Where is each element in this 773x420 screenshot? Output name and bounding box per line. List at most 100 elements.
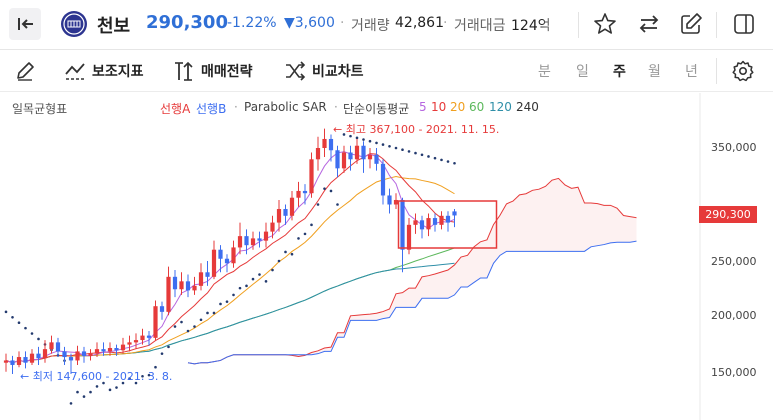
sar-dot: [69, 402, 73, 405]
candle-body: [302, 190, 308, 194]
candle-body: [289, 197, 295, 216]
candle-body: [133, 340, 139, 343]
sar-dot: [199, 318, 203, 322]
candle-body: [211, 249, 217, 277]
candle-body: [335, 150, 340, 169]
sar-dot: [173, 325, 177, 328]
strategy-icon: [175, 61, 193, 81]
sar-dot: [186, 329, 190, 333]
period-minute-tab[interactable]: 분: [538, 64, 551, 80]
legend-leading-a: 선행A: [160, 102, 191, 116]
ma60-line: [5, 247, 455, 364]
draw-tool-button[interactable]: [14, 59, 36, 83]
sar-dot: [206, 311, 209, 315]
candle-body: [341, 152, 347, 169]
star-icon[interactable]: [591, 10, 619, 38]
sar-dot: [440, 158, 443, 162]
candle-body: [452, 211, 457, 216]
sar-dot: [30, 332, 34, 335]
legend-ma240: 240: [516, 100, 539, 114]
sar-dot: [297, 237, 300, 240]
leading-span-b-line: [187, 240, 637, 365]
sar-dot: [160, 352, 164, 355]
price-chart[interactable]: 일목균형표 선행A 선행B · Parabolic SAR · 단순이동평균 5…: [0, 93, 773, 420]
candle-body: [419, 220, 425, 230]
sar-dot: [89, 390, 92, 394]
candle-body: [406, 224, 412, 250]
candle-body: [237, 236, 243, 248]
candle-body: [218, 249, 223, 259]
candle-body: [296, 190, 301, 198]
sar-dot: [271, 268, 274, 272]
candle-body: [75, 351, 80, 361]
sar-dot: [212, 311, 216, 315]
min-annotation-text: 최저 147,600 - 2021. 3. 8.: [32, 370, 173, 383]
candle-body: [179, 281, 184, 290]
legend-dot: ·: [234, 100, 238, 114]
sar-dot: [277, 259, 281, 263]
trading-strategy-button[interactable]: 매매전략: [173, 59, 253, 83]
legend-leading-b: 선행B: [196, 102, 227, 116]
settings-gear-icon[interactable]: [731, 59, 755, 83]
compare-chart-button[interactable]: 비교차트: [284, 59, 364, 83]
ma5-line: [5, 151, 455, 364]
candle-body: [283, 209, 288, 216]
candle-body: [263, 231, 269, 241]
sar-dot: [258, 273, 261, 276]
period-day-tab[interactable]: 일: [576, 64, 589, 80]
legend-ma5: 5: [419, 100, 427, 114]
legend-ma120: 120: [489, 100, 512, 114]
sar-dot: [362, 138, 365, 141]
candle-body: [328, 138, 334, 151]
y-tick-label: 200,000: [711, 309, 757, 322]
edit-icon[interactable]: [677, 10, 705, 38]
sar-dot: [4, 310, 8, 314]
candle-body: [257, 238, 262, 241]
candle-body: [185, 281, 191, 291]
sar-dot: [355, 136, 359, 140]
candle-body: [250, 238, 256, 246]
candle-body: [192, 285, 197, 291]
sar-dot: [414, 151, 417, 155]
header-divider: [716, 12, 717, 38]
candle-body: [153, 306, 158, 338]
sar-dot: [154, 365, 157, 369]
candle-body: [309, 159, 314, 194]
ma20-line: [5, 175, 455, 364]
sar-dot: [251, 277, 255, 281]
y-tick-label: 150,000: [711, 366, 757, 379]
sar-dot: [310, 223, 313, 227]
candle-body: [3, 360, 9, 363]
sar-dot: [108, 388, 112, 392]
sar-dot: [368, 139, 372, 143]
candle-body: [146, 335, 152, 338]
sar-dot: [433, 156, 437, 160]
sar-dot: [323, 187, 326, 190]
sar-dot: [219, 302, 222, 306]
current-price-tag: 290,300: [699, 206, 757, 223]
highlight-box: [397, 200, 498, 249]
sar-dot: [24, 326, 27, 330]
panel-icon[interactable]: [730, 10, 758, 38]
period-month-tab[interactable]: 월: [648, 64, 661, 80]
candle-body: [445, 215, 451, 223]
sar-dot: [303, 232, 307, 236]
candle-body: [120, 344, 126, 351]
company-logo: [61, 11, 87, 37]
swap-icon[interactable]: [635, 10, 663, 38]
candle-body: [322, 138, 327, 148]
sar-dot: [245, 284, 248, 288]
current-price: 290,300: [146, 12, 228, 33]
candle-body: [16, 357, 22, 365]
chart-plot: [3, 93, 701, 420]
auxiliary-indicator-label: 보조지표: [92, 64, 144, 80]
collapse-left-button[interactable]: [9, 8, 41, 40]
auxiliary-indicator-button[interactable]: 보조지표: [64, 59, 144, 83]
shuffle-icon: [286, 61, 306, 81]
candle-body: [23, 357, 28, 363]
period-week-tab[interactable]: 주: [613, 64, 626, 80]
candle-body: [400, 199, 405, 250]
sar-dot: [82, 395, 86, 398]
period-year-tab[interactable]: 년: [685, 64, 698, 80]
